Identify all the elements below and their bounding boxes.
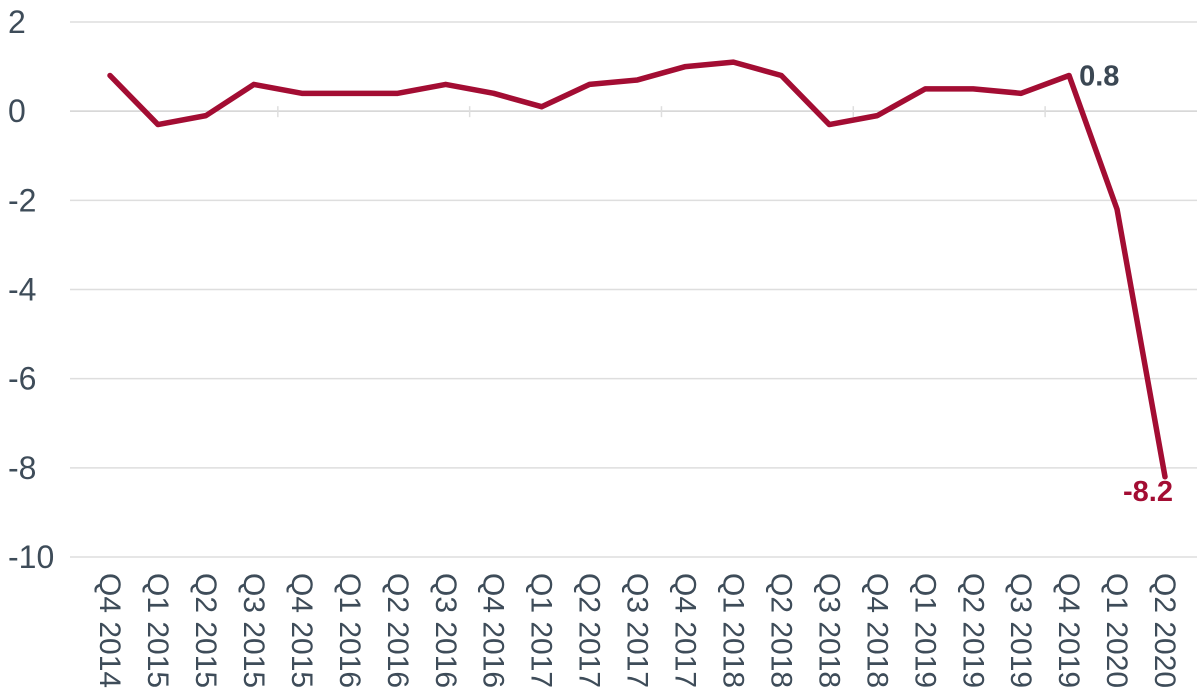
x-axis-tick-label: Q1 2018 [717, 573, 750, 688]
x-axis-tick-label: Q1 2017 [525, 573, 558, 688]
y-axis-tick-label: -2 [8, 182, 36, 218]
x-axis-tick-label: Q3 2015 [237, 573, 270, 688]
x-axis-tick-label: Q2 2018 [764, 573, 797, 688]
y-axis-tick-label: -8 [8, 450, 36, 486]
x-axis-tick-label: Q4 2018 [860, 573, 893, 688]
x-axis-tick-label: Q2 2017 [573, 573, 606, 688]
x-axis-tick-label: Q2 2020 [1148, 573, 1181, 688]
y-axis-tick-label: 2 [8, 4, 26, 40]
x-axis-tick-label: Q4 2014 [93, 573, 126, 688]
data-point-label-q4-2019: 0.8 [1079, 61, 1119, 93]
x-axis-tick-label: Q4 2019 [1052, 573, 1085, 688]
x-axis-tick-label: Q2 2015 [189, 573, 222, 688]
x-axis-tick-label: Q1 2016 [333, 573, 366, 688]
y-axis-tick-label: -6 [8, 361, 36, 397]
x-axis-tick-label: Q4 2016 [477, 573, 510, 688]
x-axis-tick-label: Q3 2016 [429, 573, 462, 688]
x-axis-tick-label: Q3 2018 [812, 573, 845, 688]
x-axis-tick-label: Q1 2019 [908, 573, 941, 688]
x-axis-tick-label: Q2 2019 [956, 573, 989, 688]
x-axis-tick-label: Q1 2020 [1100, 573, 1133, 688]
y-axis-tick-label: -4 [8, 272, 36, 308]
y-axis-tick-label: 0 [8, 93, 26, 129]
x-axis-tick-label: Q1 2015 [141, 573, 174, 688]
x-axis-tick-label: Q4 2017 [669, 573, 702, 688]
y-axis-tick-label: -10 [8, 539, 54, 575]
x-axis-tick-label: Q3 2017 [621, 573, 654, 688]
data-point-label-q2-2020: -8.2 [1123, 476, 1173, 508]
x-axis-tick-label: Q2 2016 [381, 573, 414, 688]
x-axis-tick-label: Q3 2019 [1004, 573, 1037, 688]
x-axis-tick-label: Q4 2015 [285, 573, 318, 688]
data-line [107, 59, 1168, 480]
